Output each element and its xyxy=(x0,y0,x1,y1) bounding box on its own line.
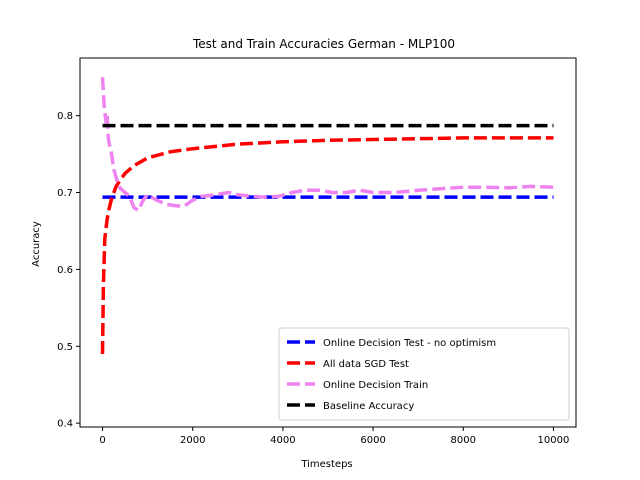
x-tick-label: 8000 xyxy=(451,435,476,446)
x-axis: 0 2000 4000 6000 8000 10000 xyxy=(99,427,569,446)
x-axis-title: Timesteps xyxy=(300,459,352,470)
legend-label: Online Decision Test - no optimism xyxy=(323,338,496,349)
plot-frame xyxy=(79,57,577,428)
x-tick-label: 10000 xyxy=(538,435,570,446)
y-tick-label: 0.6 xyxy=(57,265,73,276)
legend-label: Online Decision Train xyxy=(323,380,428,391)
series-line-3 xyxy=(100,77,554,212)
x-tick-label: 2000 xyxy=(180,435,205,446)
legend-box xyxy=(278,327,570,421)
y-axis: 0.4 0.5 0.6 0.7 0.8 xyxy=(57,111,80,430)
series-layer xyxy=(100,77,554,355)
y-tick-label: 0.8 xyxy=(57,111,73,122)
y-tick-label: 0.5 xyxy=(57,342,73,353)
x-tick-label: 4000 xyxy=(270,435,295,446)
x-tick-label: 6000 xyxy=(360,435,385,446)
chart-title: Test and Train Accuracies German - MLP10… xyxy=(192,37,455,51)
legend-label: Baseline Accuracy xyxy=(323,401,414,412)
legend-label: All data SGD Test xyxy=(323,359,409,370)
y-tick-label: 0.4 xyxy=(57,419,73,430)
y-tick-label: 0.7 xyxy=(57,188,73,199)
series-line-2 xyxy=(100,136,554,355)
y-axis-title: Accuracy xyxy=(31,221,42,267)
x-tick-label: 0 xyxy=(99,435,105,446)
legend: Online Decision Test - no optimism All da… xyxy=(278,327,570,421)
